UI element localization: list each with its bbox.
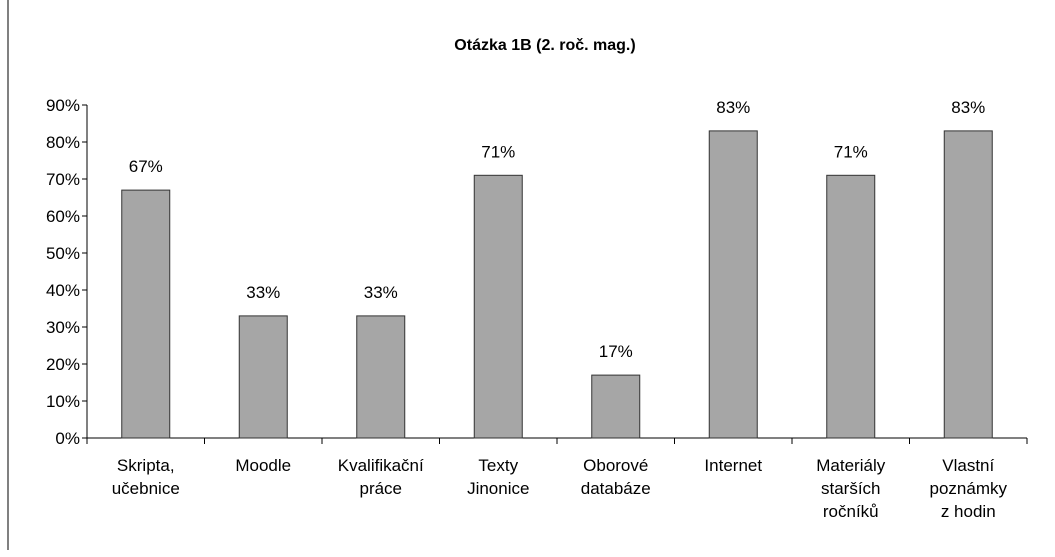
y-tick-label: 60%: [46, 207, 80, 226]
x-tick-label-line: učebnice: [112, 479, 180, 498]
x-tick-label-line: Internet: [704, 456, 762, 475]
x-tick-label: Skripta, učebnice: [112, 456, 180, 498]
x-tick-label: Kvalifikační práce: [338, 456, 424, 498]
y-tick-label: 10%: [46, 392, 80, 411]
x-tick-label-line: databáze: [581, 479, 651, 498]
x-tick-label: Vlastní poznámky z hodin: [930, 456, 1008, 521]
x-tick-label-line: ročníků: [823, 502, 879, 521]
y-tick-label: 0%: [55, 429, 80, 448]
y-tick-label: 20%: [46, 355, 80, 374]
x-tick-label-line: Jinonice: [467, 479, 529, 498]
x-tick-label: Internet: [704, 456, 762, 475]
bar: [356, 315, 406, 439]
y-tick-label: 90%: [46, 96, 80, 115]
bar: [943, 130, 993, 439]
x-tick-label-line: Skripta,: [117, 456, 175, 475]
data-label: 33%: [246, 283, 280, 302]
x-tick-label-line: poznámky: [930, 479, 1008, 498]
data-label: 33%: [364, 283, 398, 302]
x-tick-label-line: starších: [821, 479, 881, 498]
x-tick-label: Moodle: [235, 456, 291, 475]
x-tick-label-line: Materiály: [816, 456, 885, 475]
y-tick-label: 50%: [46, 244, 80, 263]
bar: [473, 174, 523, 439]
x-tick-label: Materiály starších ročníků: [816, 456, 885, 521]
bar: [591, 374, 641, 439]
x-tick-label: Oborové databáze: [581, 456, 651, 498]
bar: [238, 315, 288, 439]
y-tick-label: 80%: [46, 133, 80, 152]
bar: [708, 130, 758, 439]
data-label: 71%: [481, 142, 515, 161]
bar: [826, 174, 876, 439]
x-tick-label-line: z hodin: [941, 502, 996, 521]
y-tick-label: 40%: [46, 281, 80, 300]
x-tick-label-line: práce: [359, 479, 402, 498]
x-tick-label: Texty Jinonice: [467, 456, 529, 498]
x-tick-label-line: Vlastní: [942, 456, 994, 475]
data-label: 17%: [599, 342, 633, 361]
bar: [121, 189, 171, 439]
data-label: 83%: [951, 98, 985, 117]
x-tick-label-line: Texty: [478, 456, 518, 475]
y-tick-label: 70%: [46, 170, 80, 189]
y-tick-label: 30%: [46, 318, 80, 337]
x-tick-label-line: Moodle: [235, 456, 291, 475]
x-tick-label-line: Kvalifikační: [338, 456, 424, 475]
chart-title: Otázka 1B (2. roč. mag.): [454, 37, 635, 54]
x-tick-label-line: Oborové: [583, 456, 648, 475]
data-label: 67%: [129, 157, 163, 176]
data-label: 83%: [716, 98, 750, 117]
data-label: 71%: [834, 142, 868, 161]
